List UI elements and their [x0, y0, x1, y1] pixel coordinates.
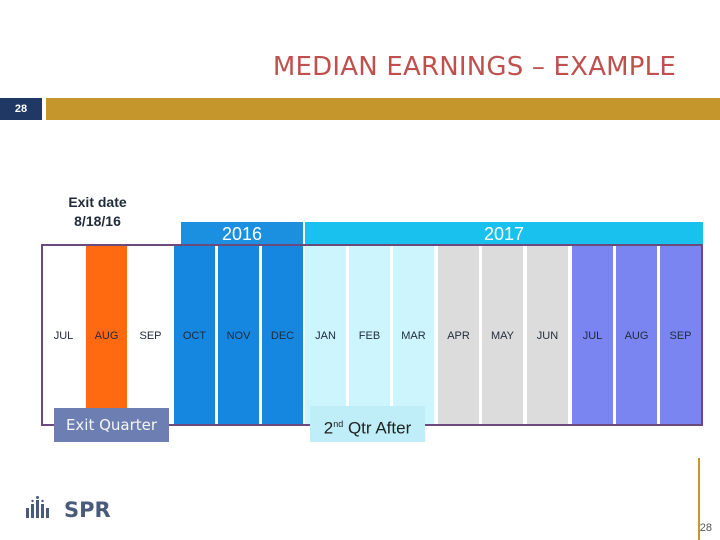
exit-quarter-label: Exit Quarter [54, 408, 169, 442]
month-column-aug: AUG [86, 246, 127, 424]
second-quarter-after-label: 2nd Qtr After [310, 406, 425, 442]
month-label: SEP [669, 330, 692, 342]
timeline-frame [41, 244, 703, 426]
spr-logo: SPR [24, 496, 114, 526]
month-column-dec: DEC [262, 246, 303, 424]
month-column-apr: APR [438, 246, 479, 424]
qtr-after-text: Qtr After [343, 418, 412, 438]
month-label: MAY [490, 330, 515, 342]
month-label: AUG [94, 330, 119, 342]
month-column-may: MAY [482, 246, 523, 424]
qtr-after-number: 2 [323, 418, 334, 438]
month-column-oct: OCT [174, 246, 215, 424]
month-label: NOV [226, 330, 251, 342]
month-column-jul: JUL [572, 246, 613, 424]
month-column-mar: MAR [393, 246, 434, 424]
qtr-after-ordinal: nd [333, 419, 344, 429]
header-bar [46, 98, 720, 120]
month-label: JAN [315, 330, 336, 342]
month-label: FEB [358, 330, 381, 342]
month-label: OCT [182, 330, 207, 342]
footer-divider [698, 458, 700, 540]
month-column-jul: JUL [43, 246, 84, 424]
spr-logo-text: SPR [64, 498, 111, 522]
exit-date-value: 8/18/16 [74, 213, 121, 229]
exit-date-label: Exit date 8/18/16 [55, 193, 140, 231]
month-label: SEP [139, 330, 162, 342]
month-column-sep: SEP [130, 246, 171, 424]
spr-logo-icon [26, 496, 49, 518]
month-column-sep: SEP [660, 246, 701, 424]
month-label: AUG [624, 330, 649, 342]
month-label: JUN [536, 330, 559, 342]
year-2017-bar: 2017 [305, 222, 703, 246]
slide-title: MEDIAN EARNINGS – EXAMPLE [272, 52, 676, 82]
slide-number-badge: 28 [0, 98, 42, 120]
month-column-nov: NOV [218, 246, 259, 424]
month-column-feb: FEB [349, 246, 390, 424]
page-number: 28 [699, 522, 712, 534]
month-label: JUL [582, 330, 603, 342]
month-column-jun: JUN [527, 246, 568, 424]
month-label: JUL [53, 330, 74, 342]
month-column-aug: AUG [616, 246, 657, 424]
month-label: DEC [270, 330, 295, 342]
exit-date-caption: Exit date [68, 194, 127, 210]
month-label: APR [447, 330, 470, 342]
month-label: MAR [401, 330, 426, 342]
month-column-jan: JAN [305, 246, 346, 424]
year-2016-bar: 2016 [181, 222, 303, 246]
